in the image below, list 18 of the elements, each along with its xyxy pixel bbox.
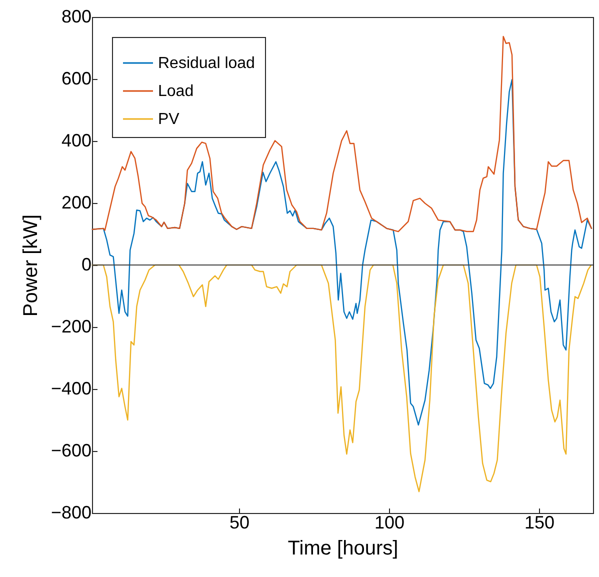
y-tick-label: −400 [50,378,92,398]
line-series [92,36,592,232]
y-tick-label: −600 [50,440,92,460]
y-tick-label: −200 [50,316,92,336]
y-tick-label: 400 [61,130,92,150]
y-tick-label: 200 [61,192,92,212]
legend-label: Residual load [158,55,255,72]
legend-label: PV [158,111,180,128]
y-axis-title: Power [kW] [20,214,42,317]
y-tick-label: 600 [61,68,92,88]
x-axis-title: Time [hours] [288,538,398,560]
y-tick-label: 0 [81,254,92,274]
x-tick-label: 50 [229,512,250,532]
x-tick-label: 150 [524,512,555,532]
y-tick-label: −800 [50,502,92,522]
legend-label: Load [158,83,194,100]
y-tick-label: 800 [61,6,92,26]
x-tick-label: 100 [374,512,405,532]
